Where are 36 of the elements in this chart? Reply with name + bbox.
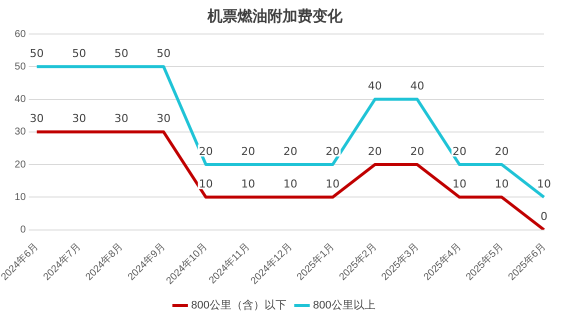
legend-label: 800公里以上 bbox=[313, 298, 376, 312]
data-label: 10 bbox=[198, 178, 213, 191]
data-label: 20 bbox=[198, 144, 213, 158]
data-label: 20 bbox=[326, 144, 340, 158]
y-tick-label: 40 bbox=[14, 94, 26, 106]
data-label: 20 bbox=[452, 144, 466, 158]
y-tick-label: 60 bbox=[14, 28, 26, 40]
data-label: 30 bbox=[114, 112, 128, 126]
data-label: 0 bbox=[540, 210, 548, 224]
data-label: 20 bbox=[241, 144, 256, 158]
data-label: 20 bbox=[410, 144, 424, 158]
data-label: 40 bbox=[410, 80, 424, 93]
data-label: 10 bbox=[326, 178, 340, 191]
data-label: 50 bbox=[156, 46, 171, 60]
y-tick-label: 0 bbox=[20, 224, 26, 236]
data-label: 10 bbox=[537, 178, 551, 191]
data-label: 20 bbox=[283, 144, 298, 158]
data-label: 30 bbox=[72, 112, 86, 126]
data-label: 50 bbox=[30, 46, 44, 60]
data-label: 50 bbox=[72, 46, 86, 60]
legend-label: 800公里（含）以下 bbox=[191, 298, 287, 312]
data-label: 40 bbox=[368, 80, 382, 93]
y-tick-label: 20 bbox=[14, 159, 26, 170]
y-tick-label: 50 bbox=[14, 61, 26, 72]
y-tick-label: 10 bbox=[14, 192, 26, 203]
data-label: 30 bbox=[30, 112, 44, 126]
data-label: 20 bbox=[494, 144, 509, 158]
chart-title: 机票燃油附加费变化 bbox=[206, 6, 344, 25]
data-label: 10 bbox=[283, 178, 298, 191]
data-label: 30 bbox=[156, 112, 171, 126]
data-label: 20 bbox=[368, 144, 382, 158]
data-label: 10 bbox=[452, 178, 466, 191]
y-tick-label: 30 bbox=[14, 126, 26, 138]
data-label: 50 bbox=[114, 46, 128, 60]
data-label: 10 bbox=[241, 178, 256, 191]
data-label: 10 bbox=[494, 178, 509, 191]
